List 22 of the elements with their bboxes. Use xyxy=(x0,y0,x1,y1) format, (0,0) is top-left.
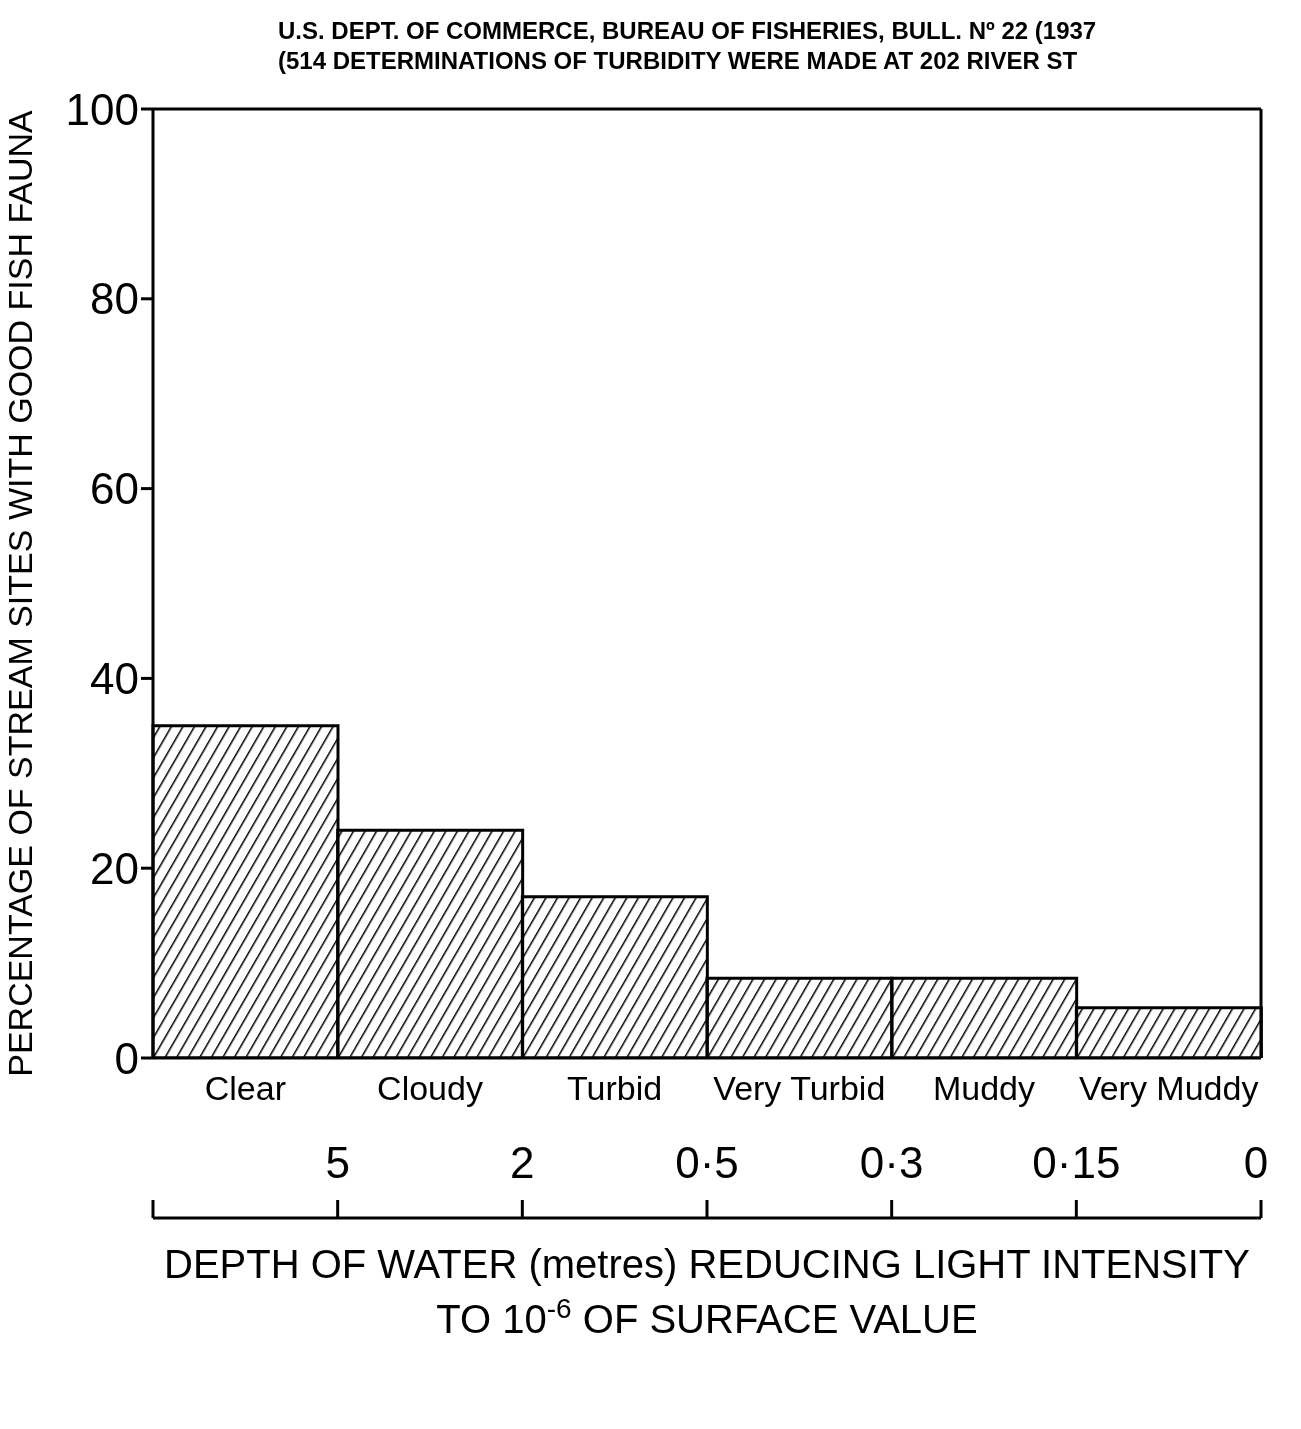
x-tick-label: Clear xyxy=(204,1069,286,1108)
y-tick-label: 0 xyxy=(114,1033,139,1083)
x-tick-label: Very Muddy xyxy=(1078,1069,1259,1108)
y-tick-label: 80 xyxy=(90,274,139,324)
y-tick-label: 20 xyxy=(90,843,139,893)
text: 0·3 xyxy=(859,1138,924,1187)
chart-title: U.S. DEPT. OF COMMERCE, BUREAU OF FISHERIES, BULL. Nº 22 (1937 xyxy=(278,16,1097,46)
x-tick-label: Muddy xyxy=(932,1069,1036,1108)
x-tick-label: Cloudy xyxy=(377,1069,483,1108)
x2-axis-title: DEPTH OF WATER (metres) REDUCING LIGHT INTENSITY TO 10$^{-6}$ OF SURFACE VALUE xyxy=(164,1242,1250,1341)
x-tick-label: Turbid xyxy=(567,1069,663,1108)
y-axis-title: PERCENTAGE OF STREAM SITES WITH GOOD FISH FAUNA xyxy=(1,109,39,1077)
y-tick-label: 60 xyxy=(90,464,139,514)
y-tick-label: 100 xyxy=(65,84,139,134)
text: 2 xyxy=(510,1138,535,1187)
text: 5 xyxy=(325,1138,350,1187)
y-tick-label: 40 xyxy=(90,654,139,704)
chart-subtitle: (514 DETERMINATIONS OF TURBIDITY WERE MADE AT 202 RIVER ST xyxy=(278,46,1079,76)
x-tick-label: Very Turbid xyxy=(713,1069,886,1108)
text: 0·15 xyxy=(1032,1138,1121,1187)
text: 0·5 xyxy=(675,1138,739,1187)
text: 0 xyxy=(1243,1138,1269,1187)
